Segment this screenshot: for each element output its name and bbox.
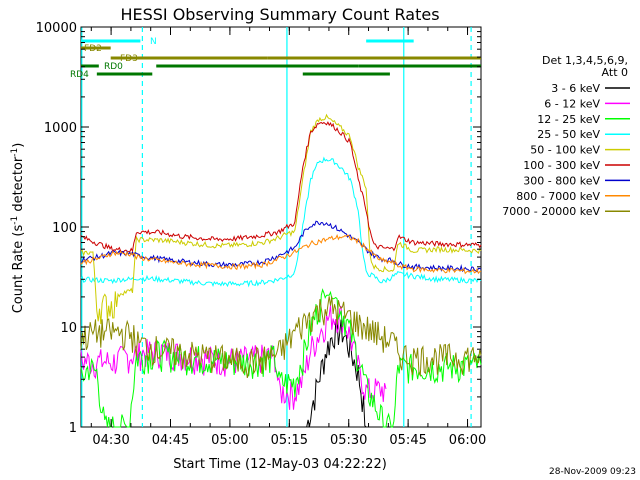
y-axis-label: Count Rate (s-1 detector-1) (10, 143, 26, 314)
x-tick-label-5: 05:45 (389, 433, 426, 448)
legend-label-0: 3 - 6 keV (551, 82, 600, 95)
legend-header-line-2: Att 0 (602, 66, 628, 79)
legend-label-7: 800 - 7000 keV (516, 190, 600, 203)
y-tick-label-1: 10 (60, 321, 77, 336)
series-line-2 (80, 288, 482, 428)
x-tick-label-0: 04:30 (92, 433, 129, 448)
x-axis-label: Start Time (12-May-03 04:22:22) (173, 457, 387, 472)
x-tick-label-1: 04:45 (152, 433, 189, 448)
x-tick-label-4: 05:30 (330, 433, 367, 448)
chart-title: HESSI Observing Summary Count Rates (120, 5, 439, 24)
legend-label-2: 12 - 25 keV (537, 113, 600, 126)
legend-label-3: 25 - 50 keV (537, 128, 600, 141)
legend-label-5: 100 - 300 keV (523, 159, 600, 172)
legend: Det 1,3,4,5,6,9,Att 03 - 6 keV 6 - 12 keV… (502, 54, 630, 218)
flag-label-fd3: FD3 (120, 54, 138, 64)
y-tick-label-3: 1000 (44, 121, 77, 136)
legend-label-8: 7000 - 20000 keV (502, 205, 600, 218)
axes-layer: 1 10 100 1000 10000 04:30 04:45 05:00 05:15 05:30… (36, 21, 487, 448)
series-line-3 (80, 156, 482, 288)
series-line-4 (80, 113, 482, 325)
x-tick-label-3: 05:15 (271, 433, 308, 448)
x-tick-label-6: 06:00 (449, 433, 486, 448)
x-tick-label-2: 05:00 (211, 433, 248, 448)
flag-label-fd2: FD2 (84, 44, 102, 54)
series-line-7 (80, 233, 482, 275)
y-tick-label-0: 1 (69, 421, 77, 436)
legend-label-1: 6 - 12 keV (544, 97, 600, 110)
flag-label-n: N (150, 37, 157, 47)
flag-label-rd0: RD0 (104, 62, 123, 72)
legend-header-line-1: Det 1,3,4,5,6,9, (542, 54, 628, 67)
series-line-8 (80, 296, 482, 379)
legend-label-6: 300 - 800 keV (523, 174, 600, 187)
y-tick-label-2: 100 (52, 221, 77, 236)
timestamp: 28-Nov-2009 09:23 (549, 467, 636, 477)
series-layer (80, 113, 482, 428)
flag-label-rd4: RD4 (70, 70, 89, 80)
legend-label-4: 50 - 100 keV (530, 144, 600, 157)
y-tick-label-4: 10000 (36, 21, 77, 36)
series-line-5 (80, 121, 482, 254)
